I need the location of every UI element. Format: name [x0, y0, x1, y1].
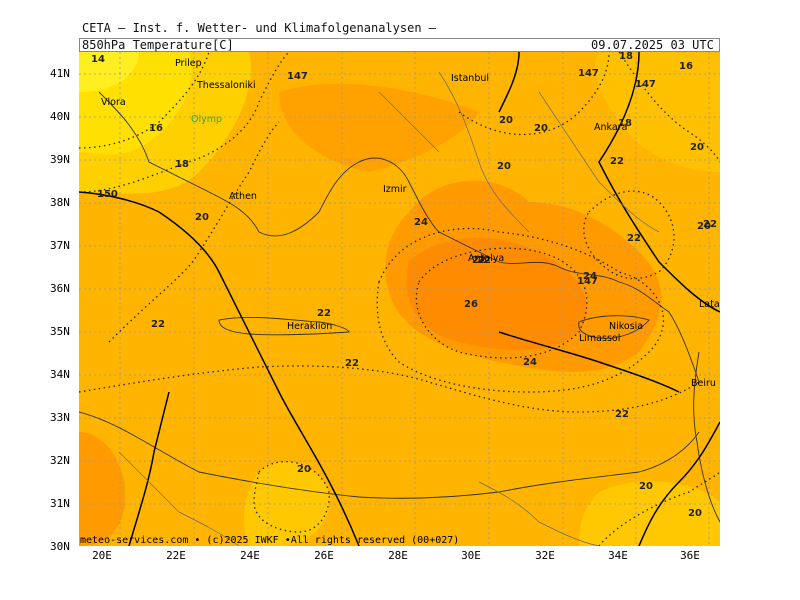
lon-label: 26E [314, 549, 334, 562]
lon-label: 36E [680, 549, 700, 562]
valid-datetime: 09.07.2025 03 UTC [591, 38, 714, 52]
isotherm-label: 16 [149, 123, 163, 134]
institute-title: CETA — Inst. f. Wetter- und Klimafolgena… [82, 21, 437, 35]
city-label: Nikosia [609, 321, 643, 332]
city-label: Limassol [579, 333, 620, 344]
copyright-footer: meteo-services.com • (c)2025 IWKF •All r… [80, 535, 460, 546]
city-label: Izmir [383, 184, 407, 195]
isotherm-label: 22 [151, 319, 165, 330]
lat-label: 35N [50, 325, 70, 338]
lat-label: 32N [50, 454, 70, 467]
temp-zone-20-ne [595, 52, 720, 172]
isotherm-label: 20 [534, 123, 548, 134]
isotherm-label: 22 [345, 358, 359, 369]
isotherm-label: 20 [690, 142, 704, 153]
isotherm-label: 26 [464, 299, 478, 310]
lon-label: 20E [92, 549, 112, 562]
isotherm-label: 24 [583, 271, 597, 282]
city-label: Prilep [175, 58, 202, 69]
isotherm-label: 20 [297, 464, 311, 475]
isotherm-label: 20 [499, 115, 513, 126]
city-label: Olymp [191, 114, 222, 125]
country-borders [79, 52, 720, 546]
isotherm-label: 22 [472, 255, 486, 266]
graticule [79, 52, 720, 546]
isotherm-label: 22 [703, 219, 717, 230]
isotherms [79, 52, 720, 546]
temp-zone-14 [79, 52, 139, 92]
isotherm-label: 24 [414, 217, 428, 228]
isotherm-label: 18 [619, 52, 633, 62]
lat-label: 37N [50, 239, 70, 252]
city-label: Athen [229, 191, 257, 202]
isotherm-label: 147 [287, 71, 308, 82]
lat-label: 34N [50, 368, 70, 381]
coastlines [79, 91, 720, 523]
isotherm-label: 22 [627, 233, 641, 244]
city-label: Heraklion [287, 321, 332, 332]
lat-label: 39N [50, 153, 70, 166]
city-label: Vlora [101, 97, 126, 108]
city-label: Ankara [594, 122, 627, 133]
temp-zone-20-south [243, 461, 330, 546]
isotherm-label: 22 [610, 156, 624, 167]
isotherm-label: 150 [97, 189, 118, 200]
isotherm-label: 24 [523, 357, 537, 368]
lon-label: 22E [166, 549, 186, 562]
lon-label: 24E [240, 549, 260, 562]
city-label: Beiru [691, 378, 716, 389]
lon-label: 34E [608, 549, 628, 562]
isotherm-label: 20 [639, 481, 653, 492]
temp-zone-24b [279, 83, 479, 172]
regional-borders [118, 71, 660, 546]
isotherm-label: 20 [697, 221, 711, 232]
isotherm-label: 20 [497, 161, 511, 172]
isotherm-label: 18 [618, 118, 632, 129]
isotherm-label: 14 [91, 54, 105, 65]
isotherm-label: 22 [615, 409, 629, 420]
lat-label: 33N [50, 411, 70, 424]
lon-label: 32E [535, 549, 555, 562]
parameter-title: 850hPa Temperature[C] [82, 38, 234, 52]
temp-zone-24-west [79, 432, 126, 546]
lat-label: 36N [50, 282, 70, 295]
isotherm-label: 147 [578, 68, 599, 79]
lat-label: 30N [50, 540, 70, 553]
temp-zone-20-se [579, 481, 720, 546]
isotherm-label: 147 [635, 79, 656, 90]
city-labels: Thessaloniki Istanbul Vlora Prilep Olymp Anka… [101, 58, 720, 389]
city-label: Thessaloniki [196, 80, 256, 91]
lat-label: 40N [50, 110, 70, 123]
isotherm-label: 22 [317, 308, 331, 319]
isotherm-label: 16 [679, 61, 693, 72]
city-label: Istanbul [451, 73, 489, 84]
isotherm-label: 147 [577, 276, 598, 287]
city-label: Antalya [468, 253, 504, 264]
lon-label: 28E [388, 549, 408, 562]
isotherm-label: 20 [195, 212, 209, 223]
lat-label: 41N [50, 67, 70, 80]
isotherm-label: 22 [477, 255, 491, 266]
temp-zone-26 [406, 238, 587, 351]
title-bar [79, 38, 720, 52]
lat-label: 38N [50, 196, 70, 209]
isotherm-label: 20 [688, 508, 702, 519]
isotherm-label: 18 [175, 159, 189, 170]
lat-label: 31N [50, 497, 70, 510]
lon-label: 30E [461, 549, 481, 562]
city-label: Latakia [699, 299, 720, 310]
